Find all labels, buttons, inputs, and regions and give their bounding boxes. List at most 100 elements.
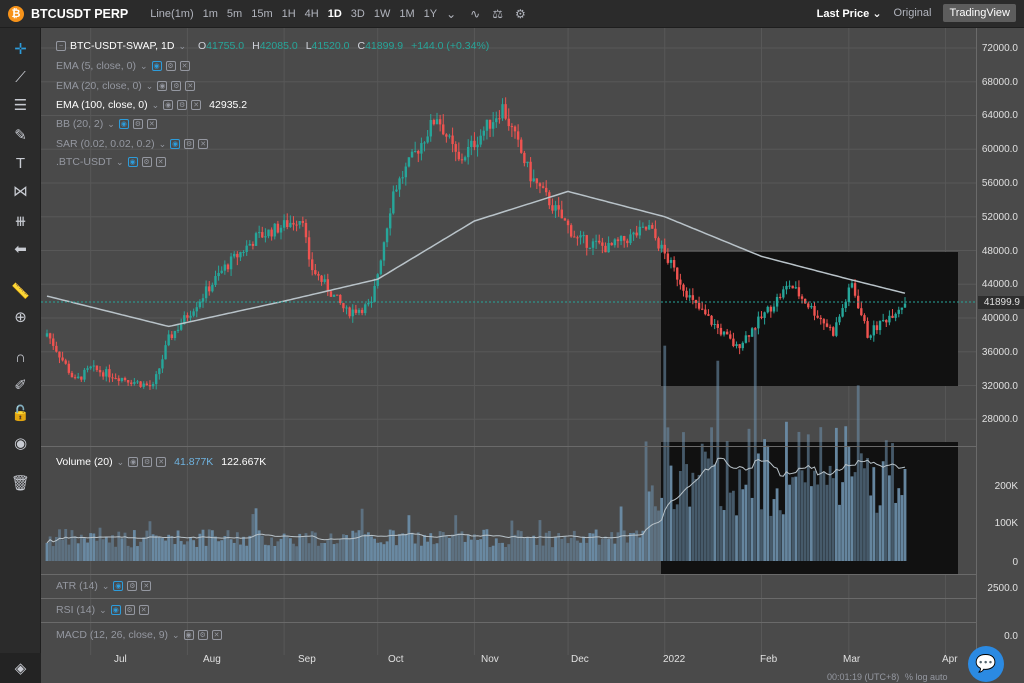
close-icon[interactable]: ✕ — [185, 81, 196, 91]
eye-icon[interactable]: ◉ — [13, 435, 28, 452]
close-icon[interactable]: ✕ — [191, 100, 202, 110]
timeframe-1w[interactable]: 1W — [373, 7, 391, 20]
timeframe-line-1m[interactable]: Line(1m) — [150, 7, 194, 20]
timeframe-1h[interactable]: 1H — [281, 7, 296, 20]
ruler-icon[interactable]: 📏 — [11, 283, 30, 300]
eye-icon[interactable]: ◉ — [128, 457, 139, 467]
eye-icon[interactable]: ◉ — [151, 61, 162, 71]
magnet-icon[interactable]: ∩ — [15, 348, 26, 366]
original-view-button[interactable]: Original — [893, 7, 932, 19]
settings-gear-icon[interactable]: ⚙ — [184, 139, 195, 149]
volume-bar — [198, 533, 202, 561]
settings-gear-icon[interactable]: ⚙ — [124, 605, 135, 615]
collapse-legend-icon[interactable]: − — [56, 41, 66, 51]
pane-separator-rsi[interactable] — [41, 598, 1024, 599]
indicator-btc-usdt[interactable]: .BTC-USDT ⌄ ◉ ⚙ ✕ — [56, 156, 166, 168]
timeframe-15m[interactable]: 15m — [251, 7, 273, 20]
price-axis[interactable]: 72000.0 68000.0 64000.0 60000.0 56000.0 … — [976, 28, 1024, 655]
timeframe-5m[interactable]: 5m — [226, 7, 243, 20]
settings-gear-icon[interactable]: ⚙ — [142, 457, 153, 467]
measure-ruler-lines-icon[interactable]: ⧻ — [14, 213, 27, 230]
close-icon[interactable]: ✕ — [156, 457, 167, 467]
settings-gear-icon[interactable]: ⚙ — [177, 100, 188, 110]
pane-separator-atr[interactable] — [41, 574, 1024, 575]
eye-icon[interactable]: ◉ — [163, 100, 174, 110]
horizontal-lines-icon[interactable]: ☰ — [13, 97, 28, 114]
indicator-macd[interactable]: MACD (12, 26, close, 9) ⌄ ◉ ⚙ ✕ — [56, 629, 222, 641]
settings-gear-icon[interactable]: ⚙ — [127, 581, 138, 591]
layers-icon[interactable]: ◈ — [0, 653, 41, 683]
indicator-ema20[interactable]: EMA (20, close, 0) ⌄ ◉ ⚙ ✕ — [56, 80, 196, 92]
eye-icon[interactable]: ◉ — [113, 581, 124, 591]
volume-bar — [756, 453, 760, 561]
scale-options[interactable]: % log auto — [905, 672, 948, 682]
series-name[interactable]: BTC-USDT-SWAP, 1D — [70, 40, 175, 52]
indicator-atr[interactable]: ATR (14) ⌄ ◉ ⚙ ✕ — [56, 580, 152, 592]
pattern-icon[interactable]: ⋈ — [13, 183, 28, 200]
crosshair-icon[interactable]: ✛ — [14, 41, 27, 58]
text-tool-icon[interactable]: T — [15, 154, 26, 172]
timeframe-1y[interactable]: 1Y — [423, 7, 438, 20]
close-icon[interactable]: ✕ — [141, 581, 152, 591]
arrow-left-icon[interactable]: ⬅ — [14, 241, 27, 258]
settings-gear-icon[interactable]: ⚙ — [141, 157, 152, 167]
close-icon[interactable]: ✕ — [179, 61, 190, 71]
timeframe-3d[interactable]: 3D — [350, 7, 365, 20]
eye-icon[interactable]: ◉ — [127, 157, 138, 167]
indicator-ema100[interactable]: EMA (100, close, 0) ⌄ ◉ ⚙ ✕ 42935.2 — [56, 99, 248, 111]
settings-gear-icon[interactable]: ⚙ — [197, 630, 208, 640]
chevron-down-icon[interactable]: ⌄ — [446, 6, 457, 21]
compare-scale-icon[interactable]: ⚖ — [492, 6, 503, 21]
timeframe-1d[interactable]: 1D — [327, 7, 342, 20]
tradingview-view-button[interactable]: TradingView — [943, 4, 1016, 22]
settings-gear-icon[interactable]: ⚙ — [132, 119, 143, 129]
volume-bar — [485, 529, 489, 561]
symbol-title[interactable]: BTCUSDT PERP — [31, 6, 129, 21]
price-axis-label: 48000.0 — [981, 246, 1018, 257]
indicator-bb[interactable]: BB (20, 2) ⌄ ◉ ⚙ ✕ — [56, 118, 157, 130]
close-icon[interactable]: ✕ — [211, 630, 222, 640]
volume-bar — [373, 538, 376, 561]
candle-body — [282, 220, 286, 228]
timeframe-1m[interactable]: 1m — [202, 7, 218, 20]
eye-icon[interactable]: ◉ — [157, 81, 168, 91]
trash-icon[interactable]: 🗑 — [10, 475, 31, 492]
close-icon[interactable]: ✕ — [146, 119, 157, 129]
close-icon[interactable]: ✕ — [155, 157, 166, 167]
close-icon[interactable]: ✕ — [138, 605, 149, 615]
volume-bar — [326, 540, 330, 561]
trend-line-icon[interactable]: ⟋ — [15, 68, 26, 86]
chat-support-icon[interactable]: 💬 — [968, 646, 1004, 682]
volume-bar — [92, 533, 96, 561]
time-axis[interactable]: Jul Aug Sep Oct Nov Dec 2022 Feb Mar Apr — [41, 645, 976, 673]
settings-gear-icon[interactable]: ⚙ — [171, 81, 182, 91]
candle-body — [607, 243, 610, 253]
timeframe-1month[interactable]: 1M — [399, 7, 415, 20]
brush-icon[interactable]: ✎ — [14, 127, 27, 144]
eye-icon[interactable]: ◉ — [170, 139, 181, 149]
chart-canvas[interactable] — [41, 28, 976, 655]
settings-gear-icon[interactable]: ⚙ — [165, 61, 176, 71]
eye-icon[interactable]: ◉ — [118, 119, 129, 129]
indicator-volume[interactable]: Volume (20) ⌄ ◉ ⚙ ✕ 41.877K 122.667K — [56, 456, 267, 468]
volume-bar — [732, 490, 735, 561]
close-icon[interactable]: ✕ — [198, 139, 209, 149]
indicator-sar[interactable]: SAR (0.02, 0.02, 0.2) ⌄ ◉ ⚙ ✕ — [56, 138, 209, 150]
lock-drawing-icon[interactable]: ✐ — [14, 377, 27, 394]
candle-body — [208, 286, 211, 292]
eye-icon[interactable]: ◉ — [183, 630, 194, 640]
pane-separator-volume[interactable] — [41, 446, 1024, 447]
settings-gear-icon[interactable]: ⚙ — [515, 6, 526, 21]
indicator-ema5[interactable]: EMA (5, close, 0) ⌄ ◉ ⚙ ✕ — [56, 60, 190, 72]
last-price-select[interactable]: Last Price ⌄ — [816, 7, 882, 20]
candle-body — [598, 240, 601, 243]
timeframe-4h[interactable]: 4H — [304, 7, 319, 20]
eye-icon[interactable]: ◉ — [110, 605, 121, 615]
unlock-icon[interactable]: 🔓 — [11, 405, 30, 422]
zoom-in-icon[interactable]: ⊕ — [14, 309, 27, 326]
chevron-down-icon[interactable]: ⌄ — [178, 40, 186, 51]
chart-type-line-icon[interactable]: ∿ — [470, 6, 481, 21]
pane-separator-macd[interactable] — [41, 622, 1024, 623]
utc-clock[interactable]: 00:01:19 (UTC+8) — [827, 672, 900, 682]
indicator-rsi[interactable]: RSI (14) ⌄ ◉ ⚙ ✕ — [56, 604, 149, 616]
